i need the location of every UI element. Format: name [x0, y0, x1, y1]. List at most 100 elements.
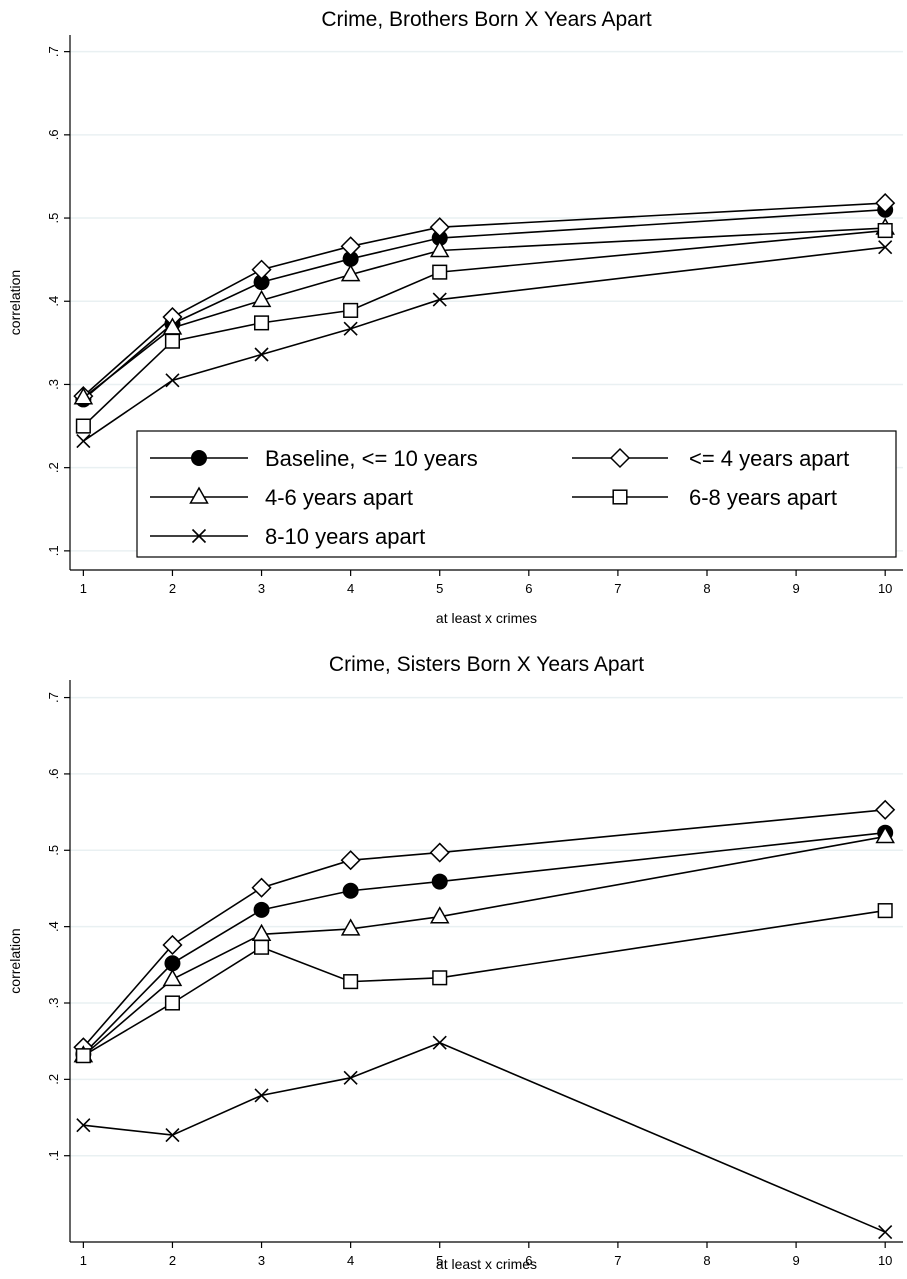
x-tick-label: 6 — [525, 581, 532, 596]
data-point — [877, 903, 893, 919]
y-tick-label: .7 — [46, 692, 61, 703]
legend-marker — [189, 486, 209, 504]
legend-label: 4-6 years apart — [265, 485, 413, 510]
data-point — [251, 289, 272, 308]
data-point — [877, 222, 893, 239]
series-line — [83, 1041, 886, 1233]
x-tick-label: 1 — [80, 581, 87, 596]
series-line — [82, 909, 886, 1057]
x-tick-label: 2 — [169, 581, 176, 596]
sisters-chart: .1 .2 .3 .4 .5 .6 .7 1 2 3 4 5 6 7 8 9 10 Crime, Sisters … — [7, 653, 903, 1272]
data-point — [431, 873, 448, 890]
data-point — [429, 906, 450, 924]
data-point — [254, 347, 269, 362]
y-tick-label: .7 — [46, 46, 61, 57]
series-4-years-apart — [73, 193, 896, 407]
data-point — [253, 315, 270, 331]
legend: Baseline, <= 10 years <= 4 years apart 4-6… — [136, 430, 897, 558]
x-tick-label: 9 — [792, 1253, 799, 1268]
data-point — [165, 1128, 180, 1143]
data-point — [432, 264, 448, 280]
data-point — [76, 1118, 91, 1133]
series-line — [82, 809, 886, 1048]
data-point — [75, 1048, 91, 1064]
data-point — [251, 259, 272, 280]
series-baseline-10-years — [75, 201, 894, 408]
data-point — [165, 373, 180, 388]
data-point — [162, 934, 183, 956]
x-tick-label: 1 — [80, 1253, 87, 1268]
data-point — [164, 955, 181, 972]
y-tick-label: .3 — [46, 379, 61, 390]
x-tick-label: 7 — [614, 1253, 621, 1268]
data-point — [429, 239, 450, 258]
data-point — [343, 302, 359, 318]
legend-entry-4-years-apart: <= 4 years apart — [572, 446, 849, 471]
data-point — [343, 974, 359, 990]
data-point — [73, 387, 94, 405]
x-tick-label: 10 — [878, 1253, 892, 1268]
data-point — [251, 877, 272, 898]
data-point — [76, 433, 91, 449]
chart-title: Crime, Brothers Born X Years Apart — [321, 8, 651, 31]
y-tick-label: .1 — [46, 1150, 61, 1161]
data-point — [875, 193, 896, 214]
data-point — [340, 236, 361, 257]
y-tick-label: .6 — [46, 768, 61, 779]
data-point — [878, 1225, 893, 1240]
data-point — [340, 264, 361, 282]
data-point — [162, 968, 183, 987]
data-point — [340, 850, 361, 871]
y-tick-label: .5 — [46, 845, 61, 856]
series-line — [82, 227, 886, 399]
x-tick-label: 4 — [347, 1253, 354, 1268]
x-axis-label: at least x crimes — [436, 1256, 537, 1272]
legend-entry-4-6-years-apart: 4-6 years apart — [150, 485, 413, 510]
data-point — [340, 918, 361, 936]
x-tick-label: 7 — [614, 581, 621, 596]
series-8-10-years-apart — [76, 1035, 893, 1240]
data-point — [75, 418, 91, 434]
data-point — [429, 217, 450, 238]
y-tick-label: .4 — [46, 296, 61, 307]
data-point — [251, 923, 272, 942]
legend-entry-baseline-10-years: Baseline, <= 10 years — [150, 446, 478, 471]
legend-label: 8-10 years apart — [265, 524, 425, 549]
legend-label: Baseline, <= 10 years — [265, 446, 478, 471]
data-point — [343, 1070, 358, 1085]
data-point — [875, 799, 896, 820]
y-tick-label: .3 — [46, 998, 61, 1009]
y-tick-label: .2 — [46, 1074, 61, 1085]
x-tick-label: 10 — [878, 581, 892, 596]
legend-entry-6-8-years-apart: 6-8 years apart — [572, 485, 837, 510]
chart-title: Crime, Sisters Born X Years Apart — [329, 653, 644, 676]
y-axis-label: correlation — [7, 928, 23, 993]
series-line — [82, 229, 886, 427]
data-point — [164, 995, 181, 1011]
legend-entry-8-10-years-apart: 8-10 years apart — [150, 524, 425, 549]
data-point — [432, 970, 448, 986]
y-tick-label: .2 — [46, 462, 61, 473]
series-6-8-years-apart — [75, 903, 893, 1064]
legend-label: 6-8 years apart — [689, 485, 837, 510]
legend-marker — [191, 450, 207, 466]
series-4-6-years-apart — [73, 826, 895, 1063]
data-point — [164, 333, 181, 349]
y-axis-label: correlation — [7, 270, 23, 335]
brothers-chart: .1 .2 .3 .4 .5 .6 .7 1 2 3 4 5 6 7 8 9 10 Crime, Brothers… — [7, 8, 903, 626]
legend-label: <= 4 years apart — [689, 446, 849, 471]
data-point — [429, 842, 450, 863]
y-tick-label: .4 — [46, 921, 61, 932]
data-point — [254, 1088, 269, 1103]
series-6-8-years-apart — [75, 222, 893, 434]
data-point — [343, 321, 358, 336]
series-8-10-years-apart — [76, 240, 893, 449]
x-tick-label: 8 — [703, 581, 710, 596]
x-tick-label: 8 — [703, 1253, 710, 1268]
x-tick-label: 6 — [525, 1253, 532, 1268]
y-tick-label: .5 — [46, 213, 61, 224]
y-tick-label: .6 — [46, 129, 61, 140]
data-point — [253, 901, 270, 918]
